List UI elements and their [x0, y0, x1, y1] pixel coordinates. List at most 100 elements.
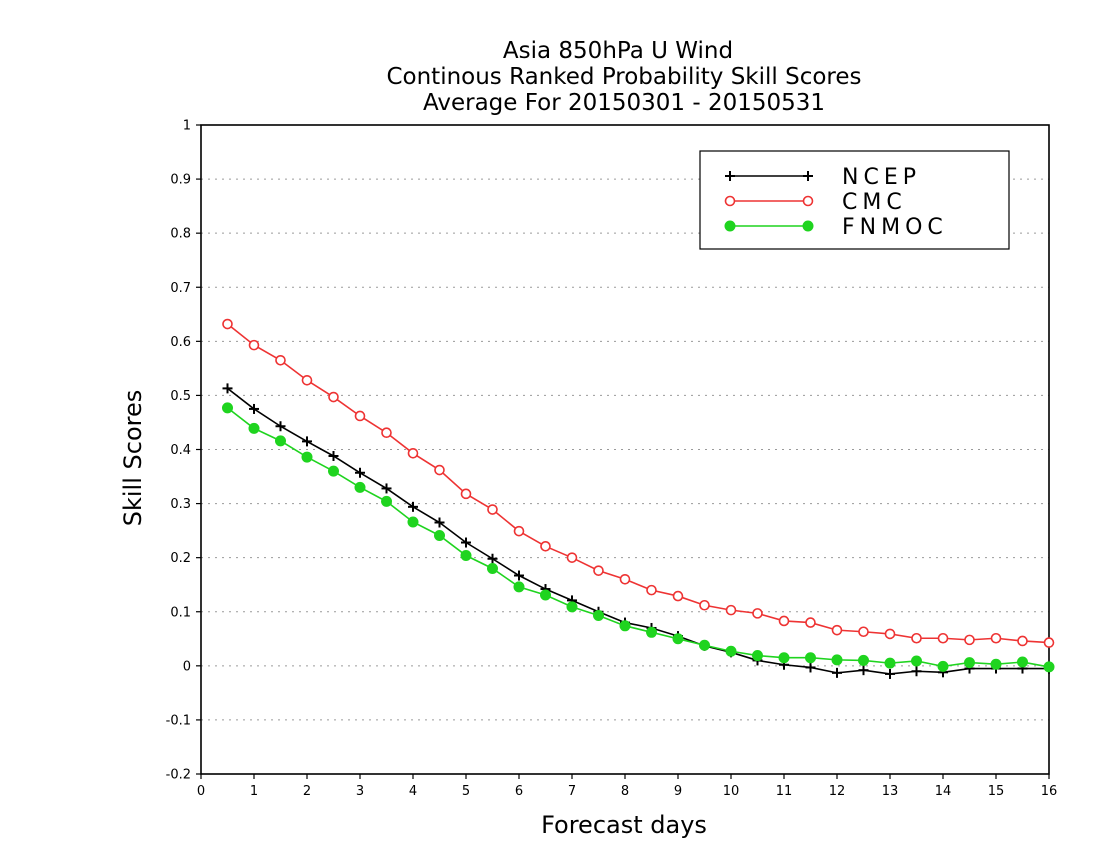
data-point-cmc — [354, 410, 366, 422]
y-tick-label: 0.9 — [170, 173, 191, 188]
data-point-ncep — [275, 421, 286, 432]
y-tick-label: 0.4 — [170, 443, 191, 458]
data-point-cmc — [513, 525, 525, 537]
x-tick-label: 13 — [882, 784, 899, 799]
data-point-fnmoc — [752, 650, 763, 662]
data-point-cmc — [725, 604, 737, 616]
data-point-fnmoc — [460, 550, 472, 562]
data-point-fnmoc — [1017, 656, 1028, 668]
y-axis: -0.2 -0.1 0 0.1 0.2 0.3 0.4 0.5 0.6 0.7 0.8 0.9 1 — [166, 119, 201, 783]
data-point-fnmoc — [593, 610, 604, 622]
y-tick-label: 0.8 — [170, 227, 191, 242]
x-tick-label: 3 — [356, 784, 364, 799]
y-tick-label: 0.2 — [170, 551, 191, 566]
data-point-ncep — [805, 662, 816, 673]
data-point-cmc — [937, 632, 949, 644]
data-point-cmc — [699, 599, 710, 611]
data-point-fnmoc — [990, 658, 1002, 670]
data-point-ncep — [328, 450, 339, 461]
data-point-ncep — [461, 537, 471, 548]
y-tick-label: 1 — [183, 119, 191, 134]
data-point-ncep — [249, 403, 259, 414]
data-point-fnmoc — [540, 589, 551, 601]
data-point-cmc — [301, 374, 313, 386]
data-point-cmc — [646, 584, 657, 596]
y-axis-label: Skill Scores — [119, 390, 147, 527]
data-point-ncep — [408, 501, 418, 512]
data-point-cmc — [1017, 635, 1028, 647]
series-line-cmc — [227, 323, 1050, 644]
data-point-fnmoc — [646, 626, 657, 638]
data-point-fnmoc — [831, 654, 843, 666]
legend-marker-fnmoc — [802, 220, 814, 232]
data-point-fnmoc — [884, 657, 896, 669]
x-tick-label: 5 — [462, 784, 470, 799]
series-cmc — [222, 318, 1055, 648]
data-point-fnmoc — [301, 451, 313, 463]
data-point-ncep — [302, 436, 312, 447]
x-tick-label: 14 — [935, 784, 952, 799]
data-point-ncep — [434, 517, 445, 528]
data-point-cmc — [964, 634, 975, 646]
legend-marker-ncep — [803, 171, 813, 181]
legend-label-ncep: NCEP — [842, 165, 921, 190]
data-point-cmc — [619, 573, 631, 585]
x-tick-label: 10 — [723, 784, 740, 799]
data-point-cmc — [566, 552, 578, 563]
data-point-cmc — [858, 626, 869, 638]
data-point-cmc — [672, 590, 684, 602]
data-point-ncep — [355, 467, 365, 478]
series-group — [222, 318, 1055, 679]
x-tick-label: 2 — [303, 784, 311, 799]
data-point-cmc — [460, 488, 472, 500]
data-point-fnmoc — [778, 652, 790, 664]
data-point-fnmoc — [487, 562, 498, 574]
x-tick-label: 7 — [568, 784, 576, 799]
y-tick-label: -0.1 — [166, 713, 191, 728]
data-point-ncep — [514, 570, 524, 581]
data-point-fnmoc — [805, 652, 816, 664]
legend-marker-ncep — [725, 171, 735, 181]
data-point-fnmoc — [354, 481, 366, 493]
x-tick-label: 4 — [409, 784, 417, 799]
legend-marker-cmc — [802, 195, 814, 207]
data-point-cmc — [275, 354, 286, 366]
x-tick-label: 12 — [829, 784, 846, 799]
data-point-cmc — [248, 339, 260, 351]
data-point-cmc — [911, 632, 922, 644]
x-axis-label: Forecast days — [541, 811, 707, 839]
data-point-fnmoc — [248, 422, 260, 434]
legend-marker-fnmoc — [724, 220, 736, 232]
legend-label-cmc: CMC — [842, 190, 907, 215]
data-point-fnmoc — [911, 655, 922, 667]
y-tick-label: 0.6 — [170, 335, 191, 350]
grid-lines — [201, 178, 1049, 721]
title-line-1: Asia 850hPa U Wind — [503, 38, 733, 64]
data-point-cmc — [990, 632, 1002, 644]
data-point-cmc — [434, 464, 445, 476]
data-point-fnmoc — [513, 581, 525, 593]
data-point-fnmoc — [699, 639, 710, 651]
data-point-cmc — [884, 628, 896, 640]
series-line-ncep — [227, 387, 1049, 675]
data-point-ncep — [381, 483, 392, 494]
data-point-fnmoc — [434, 529, 445, 541]
title-line-2: Continous Ranked Probability Skill Score… — [386, 64, 861, 90]
data-point-ncep — [832, 667, 842, 678]
data-point-fnmoc — [328, 465, 339, 477]
series-fnmoc — [222, 402, 1055, 673]
data-point-fnmoc — [275, 435, 286, 447]
legend-item-fnmoc: FNMOC — [724, 215, 943, 240]
legend-marker-cmc — [724, 195, 736, 207]
y-tick-label: 0.7 — [170, 281, 191, 296]
series-line-fnmoc — [227, 407, 1050, 668]
data-point-fnmoc — [566, 601, 578, 613]
data-point-cmc — [487, 504, 498, 515]
x-tick-label: 6 — [515, 784, 523, 799]
data-point-cmc — [540, 541, 551, 552]
data-point-cmc — [1043, 637, 1055, 648]
data-point-fnmoc — [672, 633, 684, 645]
data-point-fnmoc — [858, 654, 869, 666]
